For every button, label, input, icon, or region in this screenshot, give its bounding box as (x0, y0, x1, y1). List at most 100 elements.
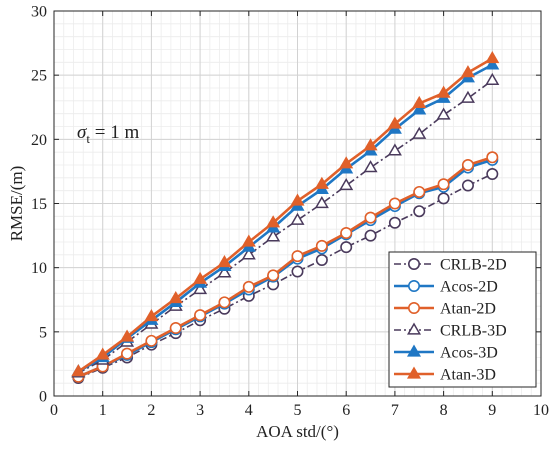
data-point-atan-3d (363, 138, 378, 151)
series-line-crlb-3d (77, 79, 493, 374)
data-point-crlb-3d (314, 196, 329, 209)
y-tick-label: 15 (31, 196, 47, 213)
data-point-crlb-2d (437, 192, 450, 205)
legend-item-acos-3d: Acos-3D (394, 345, 498, 362)
data-point-crlb-2d (413, 205, 426, 218)
data-point-atan-3d (120, 329, 135, 342)
legend-label: Acos-3D (440, 345, 498, 362)
x-tick-label: 3 (196, 402, 204, 419)
legend-item-atan-3d: Atan-3D (394, 367, 496, 384)
data-point-crlb-3d (193, 282, 208, 295)
data-point-atan-3d (95, 347, 110, 360)
sigma-symbol: σ (77, 122, 87, 143)
data-point-crlb-3d (436, 107, 451, 120)
data-point-atan-2d (364, 211, 377, 224)
x-tick-label: 4 (245, 402, 253, 419)
legend-item-atan-2d: Atan-2D (394, 301, 496, 318)
data-point-acos-3d (412, 102, 427, 115)
data-point-crlb-3d (241, 247, 256, 260)
data-point-atan-3d (290, 193, 305, 206)
data-point-crlb-3d (387, 143, 402, 156)
data-point-atan-2d (340, 227, 353, 240)
y-axis-label: RMSE/(m) (7, 166, 26, 242)
data-point-atan-2d (145, 334, 158, 347)
legend-marker (407, 257, 420, 270)
x-tick-label: 2 (147, 402, 155, 419)
data-point-crlb-2d (486, 167, 499, 180)
x-tick-label: 6 (342, 402, 350, 419)
data-point-crlb-2d (388, 216, 401, 229)
data-point-crlb-2d (340, 241, 353, 254)
data-point-crlb-3d (266, 229, 281, 242)
data-point-atan-3d (387, 116, 402, 129)
legend-label: Acos-2D (440, 279, 498, 296)
data-point-crlb-3d (363, 160, 378, 173)
data-point-atan-2d (291, 250, 304, 263)
data-point-crlb-3d (290, 212, 305, 225)
data-point-atan-2d (413, 185, 426, 198)
data-point-atan-2d (388, 197, 401, 210)
data-point-atan-2d (169, 321, 182, 334)
data-point-atan-2d (218, 296, 231, 309)
legend-marker (406, 366, 422, 379)
data-point-atan-3d (436, 85, 451, 98)
data-point-crlb-3d (339, 178, 354, 191)
legend-marker (407, 301, 420, 314)
data-point-atan-3d (485, 51, 500, 64)
data-point-crlb-2d (315, 253, 328, 266)
legend-marker (407, 279, 420, 292)
x-axis-label: AOA std/(°) (256, 422, 339, 441)
x-tick-label: 8 (440, 402, 448, 419)
legend-item-crlb-2d: CRLB-2D (394, 257, 507, 274)
data-point-atan-3d (314, 176, 329, 189)
data-point-atan-3d (266, 215, 281, 228)
legend-item-crlb-3d: CRLB-3D (394, 323, 507, 340)
x-tick-label: 10 (533, 402, 549, 419)
data-point-atan-3d (241, 234, 256, 247)
data-point-atan-2d (242, 280, 255, 293)
data-point-atan-2d (315, 239, 328, 252)
legend-box (388, 251, 537, 388)
legend-label: CRLB-3D (440, 323, 507, 340)
data-point-atan-2d (121, 347, 134, 360)
legend-marker (406, 344, 422, 357)
y-tick-label: 10 (31, 260, 47, 277)
y-tick-label: 0 (39, 389, 47, 406)
data-point-crlb-2d (364, 229, 377, 242)
legend-label: Atan-2D (440, 301, 496, 318)
data-point-atan-2d (486, 151, 499, 164)
data-point-atan-3d (460, 65, 475, 78)
x-tick-label: 7 (391, 402, 399, 419)
data-point-crlb-3d (217, 265, 232, 278)
legend-label: Atan-3D (440, 367, 496, 384)
data-point-crlb-3d (460, 90, 475, 103)
data-point-atan-3d (71, 364, 86, 377)
series-layer (71, 51, 500, 385)
series-atan-3d (71, 51, 500, 377)
y-tick-label: 20 (31, 132, 47, 149)
data-point-atan-2d (267, 269, 280, 282)
legend: CRLB-2D Acos-2D Atan-2D CRLB-3D Acos-3D Atan-… (388, 251, 537, 388)
data-point-crlb-3d (485, 72, 500, 85)
y-tick-label: 5 (39, 324, 47, 341)
x-tick-label: 1 (99, 402, 107, 419)
x-tick-label: 5 (294, 402, 302, 419)
y-tick-label: 30 (31, 4, 47, 21)
data-point-crlb-3d (412, 126, 427, 139)
sigma-value: = 1 m (90, 122, 139, 143)
data-point-atan-2d (461, 159, 474, 172)
sigma-subscript: t (86, 131, 90, 146)
legend-item-acos-2d: Acos-2D (394, 279, 498, 296)
data-point-atan-3d (339, 156, 354, 169)
data-point-atan-2d (437, 178, 450, 191)
data-point-atan-3d (144, 308, 159, 322)
data-point-crlb-2d (461, 179, 474, 192)
sigma-annotation: σt = 1 m (77, 122, 139, 146)
data-point-crlb-2d (291, 265, 304, 278)
data-point-atan-3d (193, 271, 208, 284)
x-tick-label: 9 (488, 402, 496, 419)
data-point-atan-3d (412, 95, 427, 109)
legend-marker (406, 322, 422, 335)
